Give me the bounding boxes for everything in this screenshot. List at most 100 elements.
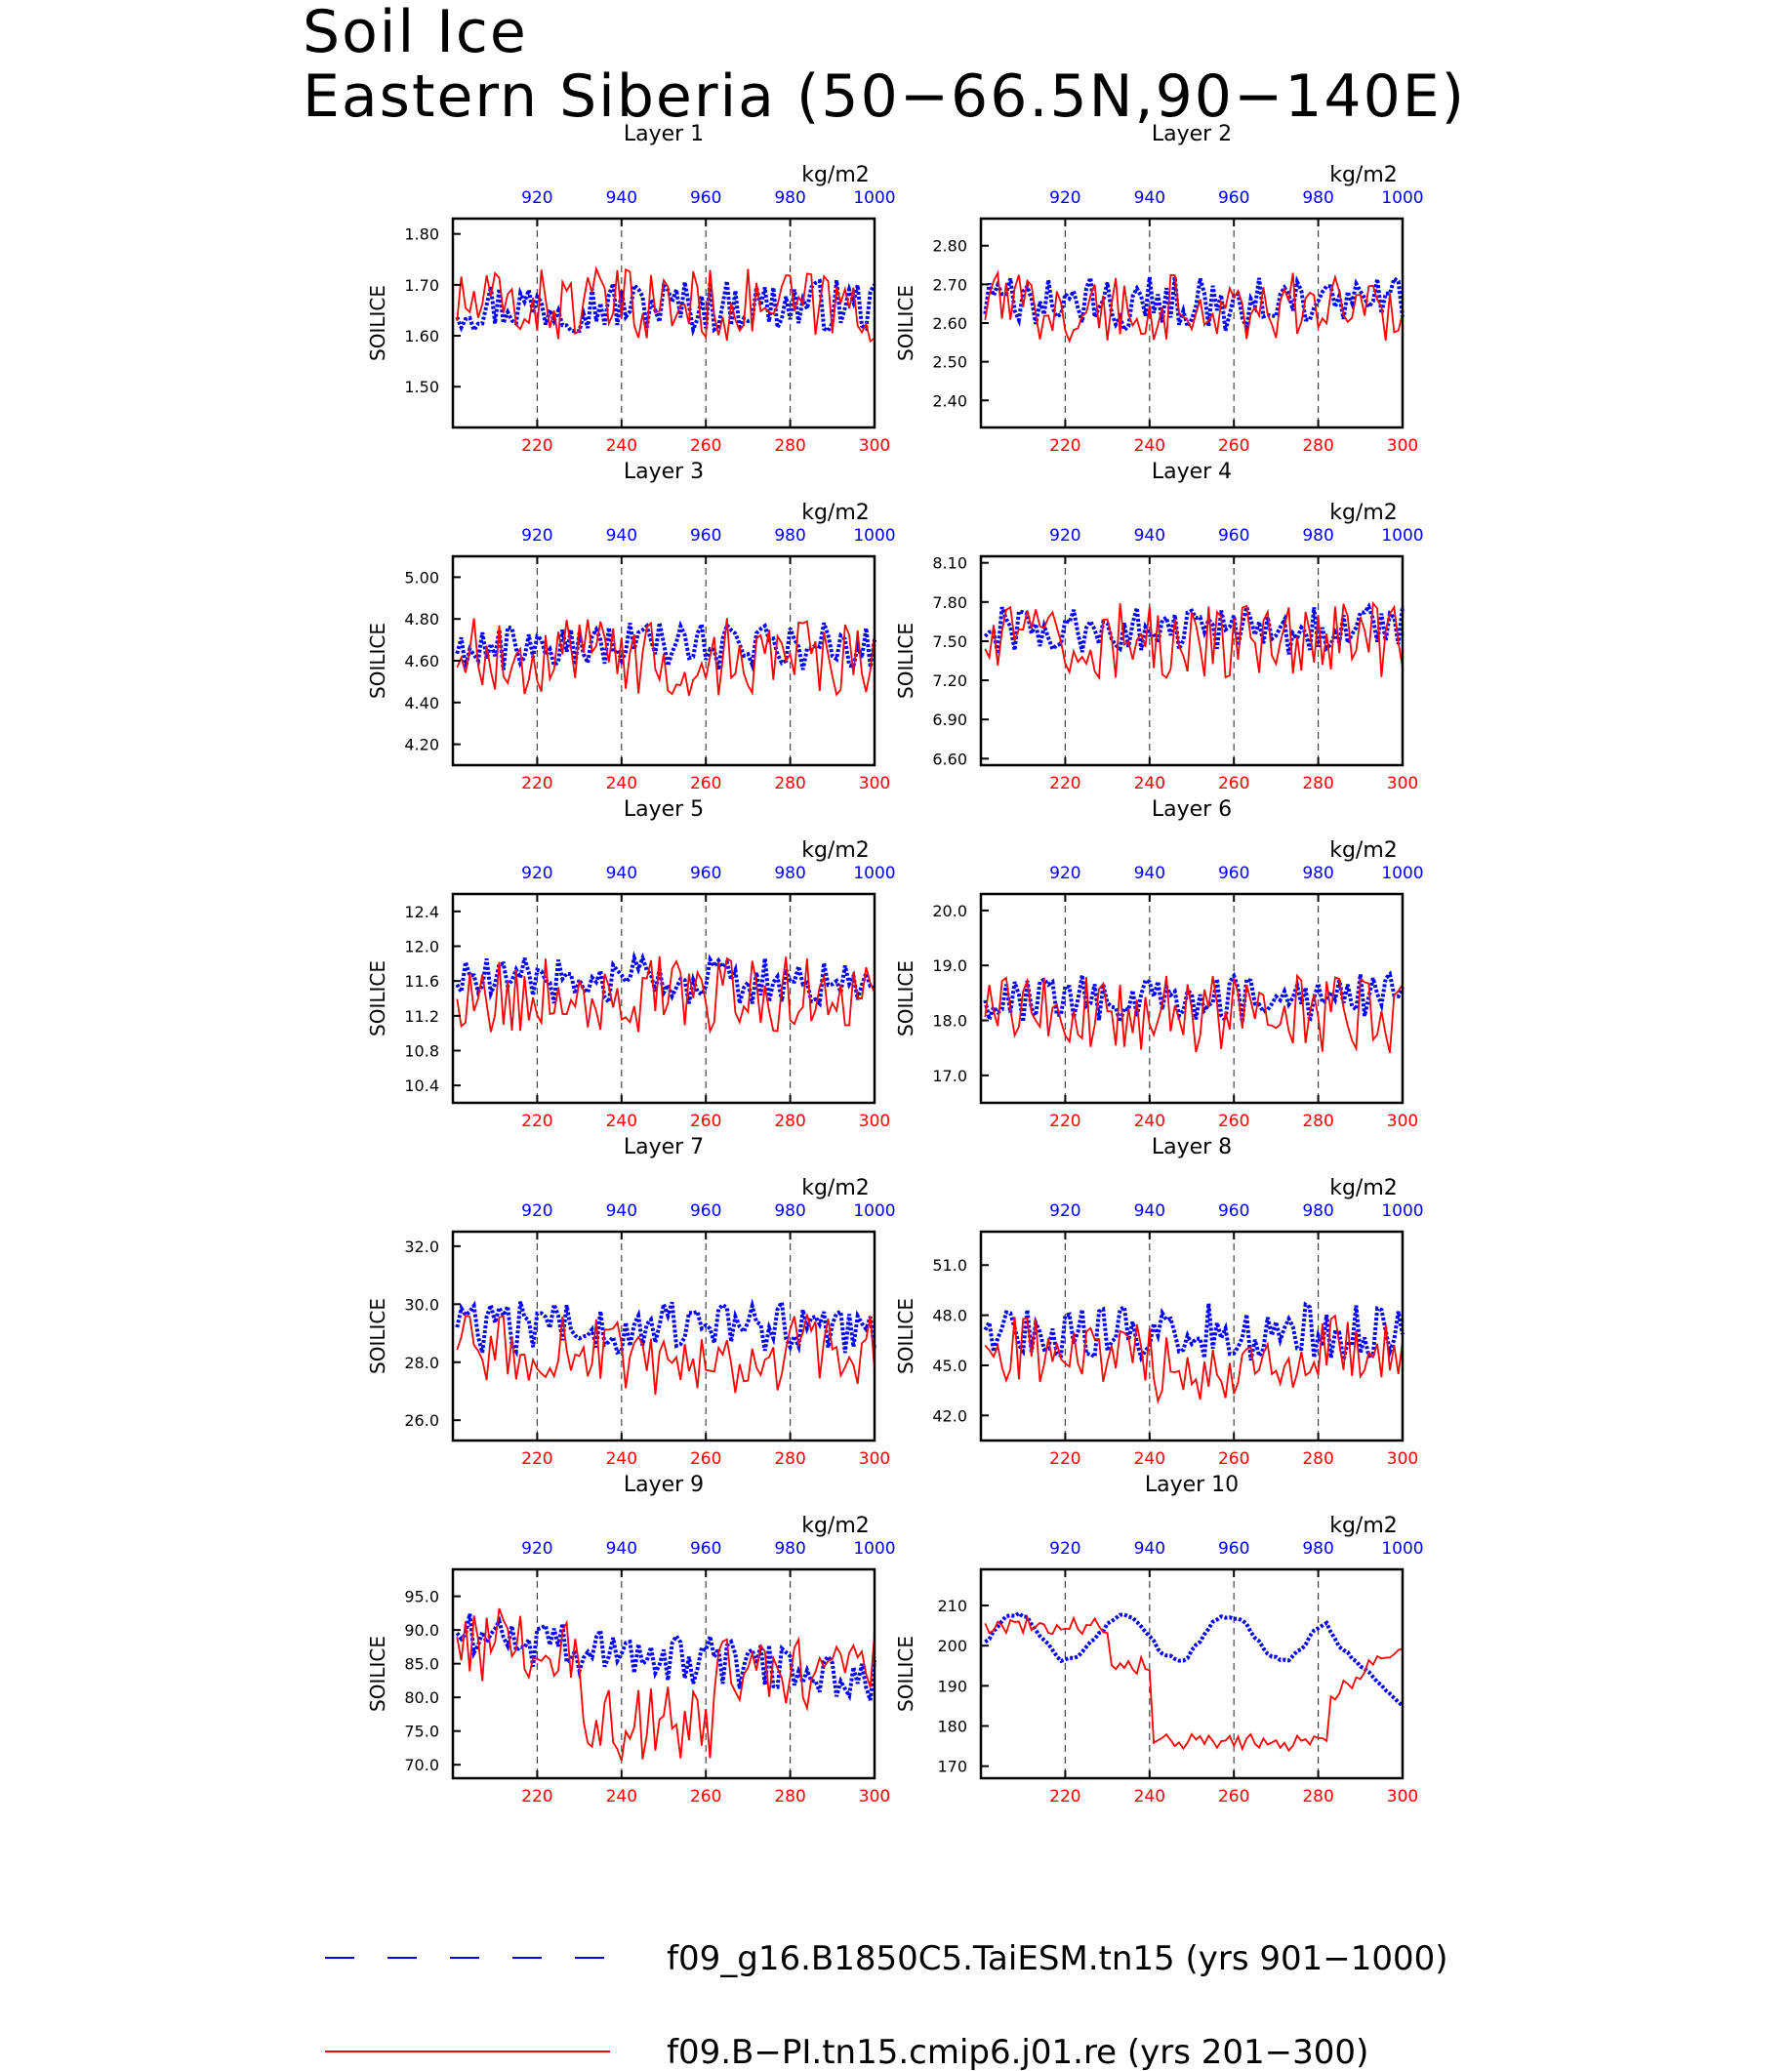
top-axis-unit: kg/m2 [801,163,870,187]
top-tick-label: 1000 [1381,1201,1423,1221]
series-line-cmip6 [456,265,876,344]
top-tick-label: 980 [774,188,805,208]
top-tick-label: 960 [1218,188,1249,208]
y-tick-label: 1.80 [404,225,439,244]
y-tick-label: 28.0 [404,1354,439,1372]
top-tick-label: 920 [1049,1201,1080,1221]
series-line-taiesm [455,278,876,337]
top-axis-unit: kg/m2 [1329,1176,1398,1200]
x-tick-label: 240 [1134,1449,1165,1469]
x-tick-label: 240 [606,774,637,793]
x-tick-label: 240 [606,1787,637,1807]
plot-frame [451,1230,876,1442]
plot-frame [979,554,1405,767]
panel-title: Layer 9 [624,1473,704,1497]
y-tick-label: 190 [937,1677,967,1695]
x-tick-label: 260 [690,774,721,793]
plot-frame [451,892,876,1105]
x-tick-label: 260 [690,1787,721,1807]
top-tick-label: 920 [521,864,552,883]
y-tick-label: 6.60 [932,750,967,768]
y-tick-label: 51.0 [932,1256,967,1275]
panel-title: Layer 1 [624,122,704,146]
top-tick-label: 980 [1302,188,1333,208]
panel-1: Layer 1 kg/m2 220 240 260 280 300 920 940 960 980 1… [366,122,896,456]
x-tick-label: 300 [859,774,890,793]
y-tick-label: 11.2 [404,1007,439,1026]
y-axis-label: SOILICE [366,1298,389,1374]
y-tick-label: 4.80 [404,610,439,629]
panel-title: Layer 6 [1152,797,1232,822]
top-tick-label: 940 [1134,864,1165,883]
panel-3: Layer 3 kg/m2 220 240 260 280 300 920 940 960 980 1… [366,460,896,793]
x-tick-label: 240 [1134,1112,1165,1131]
x-tick-label: 240 [1134,436,1165,456]
y-tick-label: 2.80 [932,237,967,256]
y-tick-label: 12.0 [404,938,439,956]
series-line-cmip6 [984,1314,1404,1404]
x-tick-label: 240 [1134,1787,1165,1807]
y-tick-label: 7.50 [932,632,967,651]
x-tick-label: 220 [521,436,552,456]
top-tick-label: 940 [606,188,637,208]
y-tick-label: 10.8 [404,1042,439,1061]
panel-title: Layer 8 [1152,1135,1232,1159]
title-line-1: Soil Ice [303,0,528,66]
series-line-cmip6 [984,973,1404,1054]
top-tick-label: 960 [690,526,721,546]
top-tick-label: 920 [1049,188,1080,208]
plot-frame [979,1567,1405,1780]
top-tick-label: 980 [774,526,805,546]
y-tick-label: 7.80 [932,593,967,612]
x-tick-label: 300 [1387,774,1418,793]
top-tick-label: 980 [774,1201,805,1221]
panel-7: Layer 7 kg/m2 220 240 260 280 300 920 940 960 980 1… [366,1135,896,1469]
y-tick-label: 30.0 [404,1295,439,1314]
x-tick-label: 280 [774,1787,805,1807]
x-tick-label: 300 [1387,1112,1418,1131]
top-axis-unit: kg/m2 [1329,501,1398,525]
series-line-taiesm [455,1613,876,1702]
y-axis-label: SOILICE [894,623,917,699]
y-tick-label: 26.0 [404,1411,439,1430]
y-tick-label: 10.4 [404,1076,439,1095]
series-line-taiesm [455,951,876,1008]
y-tick-label: 2.70 [932,275,967,294]
x-tick-label: 280 [774,774,805,793]
panel-title: Layer 3 [624,460,704,484]
x-tick-label: 260 [1218,1449,1249,1469]
top-axis-unit: kg/m2 [801,501,870,525]
title-line-2: Eastern Siberia (50−66.5N,90−140E) [303,62,1467,131]
y-tick-label: 80.0 [404,1688,439,1707]
x-tick-label: 240 [606,1449,637,1469]
x-tick-label: 280 [1302,1787,1333,1807]
x-tick-label: 300 [1387,1449,1418,1469]
plot-frame [979,1230,1405,1442]
series-line-taiesm [983,1301,1405,1363]
top-tick-label: 1000 [1381,188,1423,208]
top-tick-label: 1000 [853,526,895,546]
legend-label: f09_g16.B1850C5.TaiESM.tn15 (yrs 901−100… [667,1939,1448,1978]
panel-10: Layer 10 kg/m2 220 240 260 280 300 920 940 960 980… [894,1473,1424,1807]
series-line-taiesm [983,970,1405,1029]
y-tick-label: 70.0 [404,1756,439,1774]
x-tick-label: 280 [1302,436,1333,456]
panel-title: Layer 2 [1152,122,1232,146]
panel-title: Layer 4 [1152,460,1232,484]
panel-5: Layer 5 kg/m2 220 240 260 280 300 920 940 960 980 1… [366,797,896,1131]
y-tick-label: 11.6 [404,972,439,991]
top-tick-label: 980 [1302,1539,1333,1559]
panel-2: Layer 2 kg/m2 220 240 260 280 300 920 940 960 980 1… [894,122,1424,456]
top-tick-label: 980 [1302,1201,1333,1221]
top-tick-label: 920 [521,1201,552,1221]
y-axis-label: SOILICE [366,623,389,699]
y-tick-label: 210 [937,1597,967,1615]
top-axis-unit: kg/m2 [1329,838,1398,863]
y-tick-label: 5.00 [404,568,439,587]
x-tick-label: 280 [1302,1449,1333,1469]
y-tick-label: 180 [937,1718,967,1736]
top-tick-label: 940 [606,526,637,546]
x-tick-label: 300 [1387,436,1418,456]
top-tick-label: 1000 [1381,526,1423,546]
plot-frame [979,217,1405,429]
